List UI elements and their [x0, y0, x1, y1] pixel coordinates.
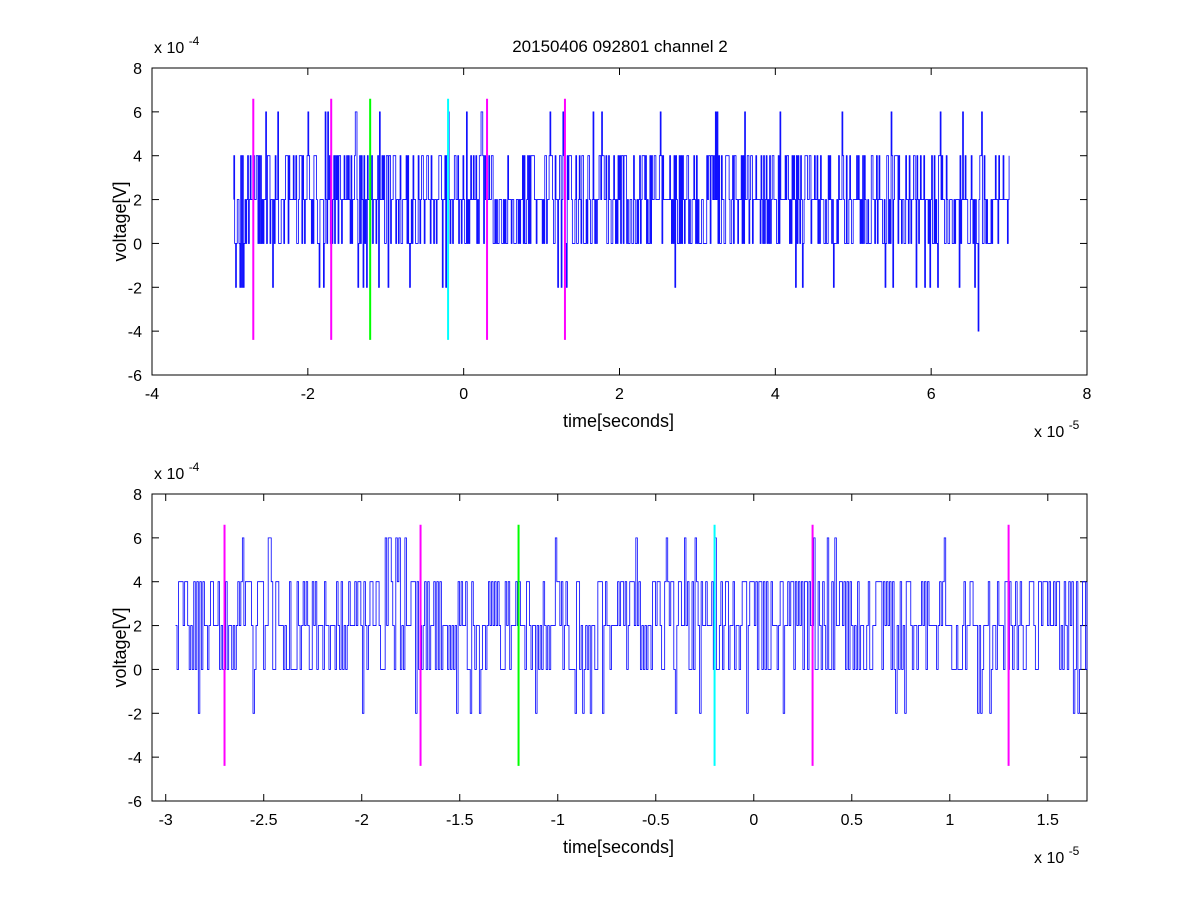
chart-1-x-exponent: x 10 -5 [1034, 844, 1080, 867]
chart-0-ytick-label: -6 [128, 368, 142, 385]
chart-0-xtick-label: 6 [927, 386, 936, 403]
chart-1-xtick-label: 1.5 [1037, 812, 1059, 829]
chart-1-signal-trace [175, 537, 1088, 714]
chart-0-ylabel: voltage[V] [110, 181, 130, 261]
chart-0-xtick-label: 0 [459, 386, 468, 403]
chart-0-xtick-label: -2 [301, 386, 315, 403]
chart-0-xlabel: time[seconds] [563, 411, 674, 431]
chart-1-ytick-label: 4 [133, 575, 142, 592]
chart-0-ytick-label: -4 [128, 324, 142, 341]
chart-1-xtick-label: -2.5 [250, 812, 278, 829]
chart-1-ytick-label: -6 [128, 794, 142, 811]
chart-0-ytick-label: 8 [133, 61, 142, 78]
bottom-plot: -3 -2.5 -2 -1.5 -1 -0.5 0 0.5 1 1.5 -6 -4 -2 0 2 4 6 8 tim… [110, 460, 1088, 867]
chart-1-ytick-label: 6 [133, 531, 142, 548]
chart-1-ytick-label: 2 [133, 619, 142, 636]
chart-0-y-exponent: x 10 -4 [154, 34, 200, 57]
chart-1-xtick-label: -0.5 [642, 812, 670, 829]
chart-1-xtick-label: -1 [551, 812, 565, 829]
chart-0-axes-box [151, 67, 1088, 376]
chart-0-signal-trace [233, 111, 1010, 332]
chart-0-ytick-label: 2 [133, 193, 142, 210]
chart-0-ytick-label: -2 [128, 280, 142, 297]
chart-0-xtick-label: 8 [1083, 386, 1092, 403]
chart-0-xtick-label: 4 [771, 386, 780, 403]
chart-0-ytick-label: 0 [133, 236, 142, 253]
chart-1-xlabel: time[seconds] [563, 837, 674, 857]
chart-1-ylabel: voltage[V] [110, 607, 130, 687]
chart-0-xtick-label: -4 [145, 386, 159, 403]
chart-1-y-exponent: x 10 -4 [154, 460, 200, 483]
chart-1-axes-box [151, 493, 1088, 802]
chart-1-xtick-label: 1 [945, 812, 954, 829]
chart-0-ytick-label: 6 [133, 105, 142, 122]
chart-1-ytick-label: -4 [128, 750, 142, 767]
chart-1-xtick-label: -1.5 [446, 812, 474, 829]
chart-1-xtick-label: -3 [159, 812, 173, 829]
chart-0-ytick-label: 4 [133, 149, 142, 166]
chart-1-ytick-label: 8 [133, 487, 142, 504]
chart-1-xtick-label: -2 [355, 812, 369, 829]
chart-1-xtick-label: 0.5 [841, 812, 863, 829]
top-plot: -4 -2 0 2 4 6 8-6-4-202468time[seconds]voltage… [110, 34, 1092, 441]
chart-1-ytick-label: 0 [133, 662, 142, 679]
figure-title: 20150406 092801 channel 2 [512, 37, 728, 56]
chart-0-xtick-label: 2 [615, 386, 624, 403]
chart-1-ytick-label: -2 [128, 706, 142, 723]
chart-1-xtick-label: 0 [749, 812, 758, 829]
chart-0-x-exponent: x 10 -5 [1034, 418, 1080, 441]
